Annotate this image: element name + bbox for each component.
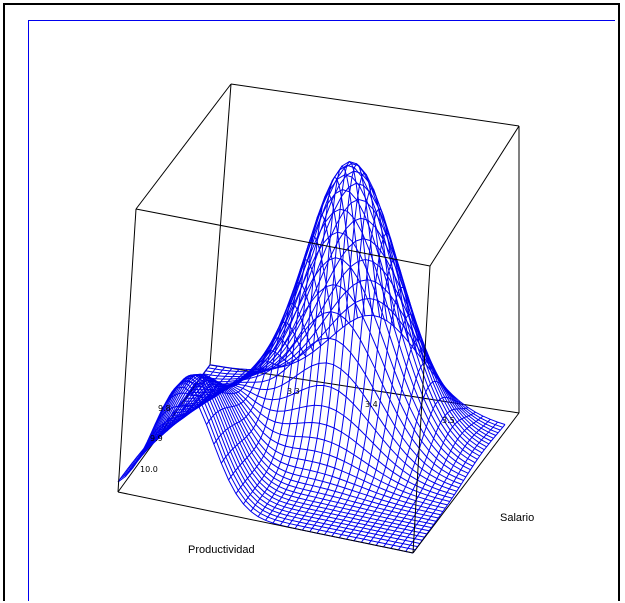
mesh-line-v-37 — [203, 258, 499, 434]
mesh-line-v-8 — [136, 373, 432, 529]
x-tick-label-0: 9.8 — [158, 404, 171, 413]
mesh-line-v-28 — [182, 174, 478, 460]
box-edge-left-vertical — [117, 208, 137, 493]
x-tick-label-1: 9.9 — [150, 434, 163, 443]
mesh-line-v-18 — [159, 384, 455, 496]
mesh-line-v-6 — [131, 373, 427, 535]
box-edge-top-right — [429, 125, 520, 267]
y-tick-label-1: 3.4 — [365, 400, 378, 409]
mesh-line-v-11 — [143, 376, 439, 519]
mesh-line-v-10 — [140, 375, 437, 522]
mesh-line-v-2 — [122, 380, 418, 548]
mesh-line-v-9 — [138, 374, 434, 525]
mesh-line-v-3 — [124, 377, 421, 544]
mesh-line-v-39 — [207, 297, 503, 428]
box-edge-top-left — [135, 83, 232, 210]
mesh-line-u-37 — [390, 415, 484, 549]
x-tick-label-2: 10.0 — [140, 465, 158, 474]
box-edge-back-vertical — [209, 83, 232, 366]
x-axis-label: Productividad — [188, 544, 255, 556]
mesh-line-v-12 — [145, 377, 441, 516]
y-axis-label: Salario — [500, 512, 534, 524]
productividad-ticks: 9.8 9.9 10.0 — [140, 404, 171, 474]
mesh-line-v-16 — [154, 382, 450, 502]
mesh-line-v-4 — [126, 375, 423, 541]
box-edge-floor-back — [209, 364, 520, 414]
bounding-box-front — [117, 125, 520, 554]
mesh-line-v-35 — [198, 217, 494, 439]
mesh-line-v-7 — [133, 373, 430, 532]
mesh-line-u-18 — [250, 212, 344, 512]
y-tick-label-0: 3.3 — [287, 387, 300, 396]
salario-ticks: 3.3 3.4 3.5 — [287, 387, 455, 425]
mesh-line-v-13 — [147, 379, 444, 512]
surface-mesh — [117, 160, 506, 554]
mesh-line-v-19 — [161, 384, 457, 492]
box-edge-top-front — [135, 208, 431, 267]
plot-panel — [28, 20, 615, 601]
mesh-line-v-34 — [196, 198, 492, 442]
box-edge-floor-right — [412, 412, 520, 554]
box-edge-top-back — [230, 83, 520, 127]
mesh-line-v-38 — [205, 279, 501, 431]
box-edge-front-vertical — [412, 265, 431, 554]
mesh-line-v-36 — [200, 238, 497, 436]
mesh-line-v-40 — [209, 314, 506, 425]
mesh-line-v-5 — [129, 374, 425, 538]
box-edge-floor-front — [117, 491, 414, 554]
mesh-line-v-26 — [177, 208, 474, 467]
mesh-line-u-26 — [309, 208, 403, 532]
y-tick-label-2: 3.5 — [442, 416, 455, 425]
mesh-line-v-15 — [152, 381, 448, 506]
